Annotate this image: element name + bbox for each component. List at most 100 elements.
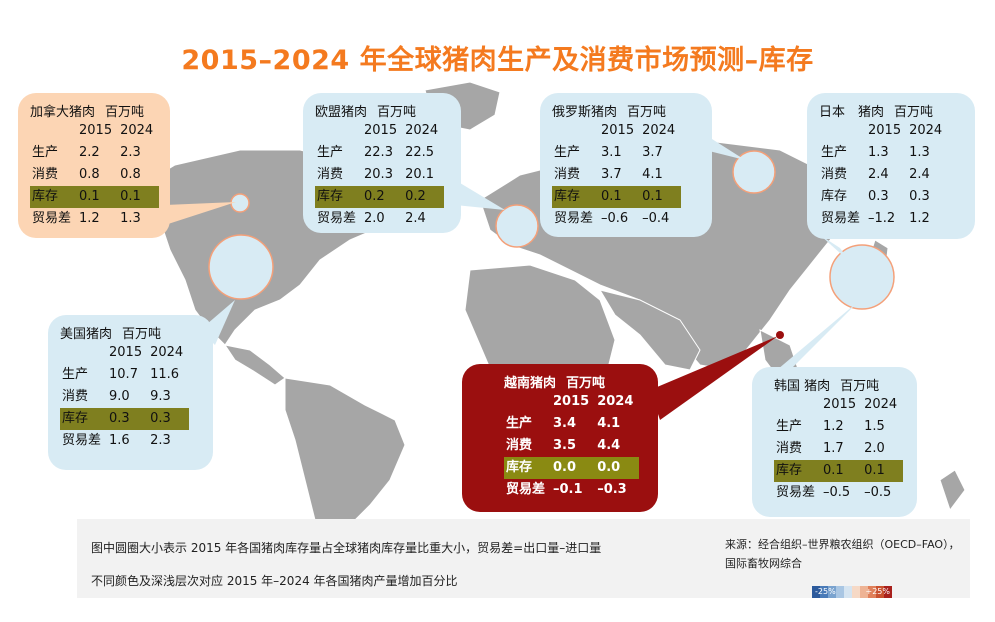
scale-swatch xyxy=(852,586,860,598)
value: 1.7 xyxy=(823,441,844,456)
value: 1.3 xyxy=(868,145,889,160)
value: 2.0 xyxy=(864,441,885,456)
value: 0.8 xyxy=(120,167,141,182)
row-label: 库存 xyxy=(774,460,822,482)
country-name: 韩国 猪肉 xyxy=(774,379,831,394)
row-label: 生产 xyxy=(554,145,581,160)
value: 11.6 xyxy=(150,367,180,382)
year-2024: 2024 xyxy=(597,394,634,409)
country-name: 俄罗斯猪肉 xyxy=(552,105,618,120)
value: 9.3 xyxy=(150,389,171,404)
country-name: 欧盟猪肉 xyxy=(315,105,368,120)
data-table: 2015 2024 生产 3.4 4.1 消费 3.5 4.4 库存 0.0 0.0 贸易差 –… xyxy=(504,393,640,501)
value: 22.5 xyxy=(405,145,435,160)
value: 2.4 xyxy=(909,167,930,182)
scale-swatch xyxy=(820,586,828,598)
unit-label: 百万吨 xyxy=(566,376,606,391)
value: 0.0 xyxy=(551,457,596,479)
scale-swatch xyxy=(844,586,852,598)
year-2015: 2015 xyxy=(109,345,143,360)
row-label: 库存 xyxy=(821,189,848,204)
value: 4.4 xyxy=(597,438,621,453)
value: 20.1 xyxy=(405,167,435,182)
year-2015: 2015 xyxy=(364,123,398,138)
scale-swatch xyxy=(860,586,868,598)
value: 1.5 xyxy=(864,419,885,434)
korea-pointer xyxy=(765,300,860,380)
row-label: 生产 xyxy=(776,419,803,434)
data-table: 2015 2024 生产 1.3 1.3 消费 2.4 2.4 库存 0.3 0.3 贸易差 –… xyxy=(819,122,948,230)
scale-swatch xyxy=(836,586,844,598)
eu-bubble xyxy=(495,204,539,248)
scale-swatch xyxy=(884,586,892,598)
country-name: 越南猪肉 xyxy=(504,376,557,391)
value: –0.4 xyxy=(642,211,670,226)
scale-swatch xyxy=(812,586,820,598)
value: 0.3 xyxy=(148,408,190,430)
value: 0.1 xyxy=(118,186,160,208)
year-2015: 2015 xyxy=(868,123,902,138)
russia-bubble xyxy=(732,150,776,194)
japan-pointer xyxy=(820,235,850,262)
footnote-line-1: 图中圆圈大小表示 2015 年各国猪肉库存量占全球猪肉库存量比重大小，贸易差=出… xyxy=(91,541,602,555)
value: 2.0 xyxy=(364,211,385,226)
scale-swatch xyxy=(828,586,836,598)
value: 2.3 xyxy=(150,433,171,448)
data-table: 2015 2024 生产 3.1 3.7 消费 3.7 4.1 库存 0.1 0.1 贸易差 –… xyxy=(552,122,682,230)
value: –0.3 xyxy=(597,482,627,497)
row-label: 库存 xyxy=(552,186,600,208)
value: 10.7 xyxy=(109,367,138,382)
usa-bubble xyxy=(208,234,274,300)
canada-pointer xyxy=(165,202,236,225)
row-label: 消费 xyxy=(776,441,803,456)
footnote-panel: 图中圆圈大小表示 2015 年各国猪肉库存量占全球猪肉库存量比重大小，贸易差=出… xyxy=(77,519,970,598)
row-label: 消费 xyxy=(62,389,89,404)
value: 1.2 xyxy=(79,211,100,226)
vietnam-pointer xyxy=(650,336,778,420)
row-label: 贸易差 xyxy=(821,211,861,226)
year-2024: 2024 xyxy=(405,123,439,138)
row-label: 消费 xyxy=(554,167,581,182)
canada-callout: 加拿大猪肉 百万吨 2015 2024 生产 2.2 2.3 消费 0.8 0.8 库存 0.… xyxy=(18,93,170,238)
data-table: 2015 2024 生产 22.3 22.5 消费 20.3 20.1 库存 0.2 0.2 … xyxy=(315,122,445,230)
value: 2.3 xyxy=(120,145,141,160)
scale-swatch xyxy=(868,586,876,598)
row-label: 贸易差 xyxy=(776,485,816,500)
value: 1.2 xyxy=(909,211,930,226)
row-label: 生产 xyxy=(506,416,533,431)
value: 0.1 xyxy=(821,460,863,482)
japan-bubble xyxy=(829,244,895,310)
value: 4.1 xyxy=(597,416,621,431)
year-2024: 2024 xyxy=(120,123,154,138)
value: 2.2 xyxy=(79,145,100,160)
row-label: 贸易差 xyxy=(317,211,357,226)
unit-label: 百万吨 xyxy=(627,105,667,120)
value: 1.2 xyxy=(823,419,844,434)
row-label: 生产 xyxy=(32,145,59,160)
country-name: 日本 猪肉 xyxy=(819,105,885,120)
value: 0.3 xyxy=(909,189,930,204)
year-2015: 2015 xyxy=(79,123,113,138)
year-2015: 2015 xyxy=(823,397,857,412)
south-america-shape xyxy=(284,377,406,546)
value: 0.1 xyxy=(77,186,119,208)
row-label: 消费 xyxy=(821,167,848,182)
row-label: 贸易差 xyxy=(506,482,546,497)
vietnam-dot xyxy=(776,331,784,339)
row-label: 库存 xyxy=(315,186,363,208)
country-name: 加拿大猪肉 xyxy=(30,105,96,120)
value: 2.4 xyxy=(868,167,889,182)
unit-label: 百万吨 xyxy=(840,379,880,394)
value: –0.5 xyxy=(864,485,892,500)
value: 22.3 xyxy=(364,145,393,160)
year-2024: 2024 xyxy=(150,345,184,360)
value: –0.5 xyxy=(823,485,851,500)
row-label: 生产 xyxy=(62,367,89,382)
value: 3.7 xyxy=(642,145,663,160)
row-label: 库存 xyxy=(60,408,108,430)
data-table: 2015 2024 生产 10.7 11.6 消费 9.0 9.3 库存 0.3 0.3 贸易… xyxy=(60,344,190,452)
year-2015: 2015 xyxy=(553,394,590,409)
canada-bubble xyxy=(230,193,250,213)
usa-callout: 美国猪肉 百万吨 2015 2024 生产 10.7 11.6 消费 9.0 9.3 库存 0… xyxy=(48,315,213,470)
value: 0.2 xyxy=(362,186,404,208)
